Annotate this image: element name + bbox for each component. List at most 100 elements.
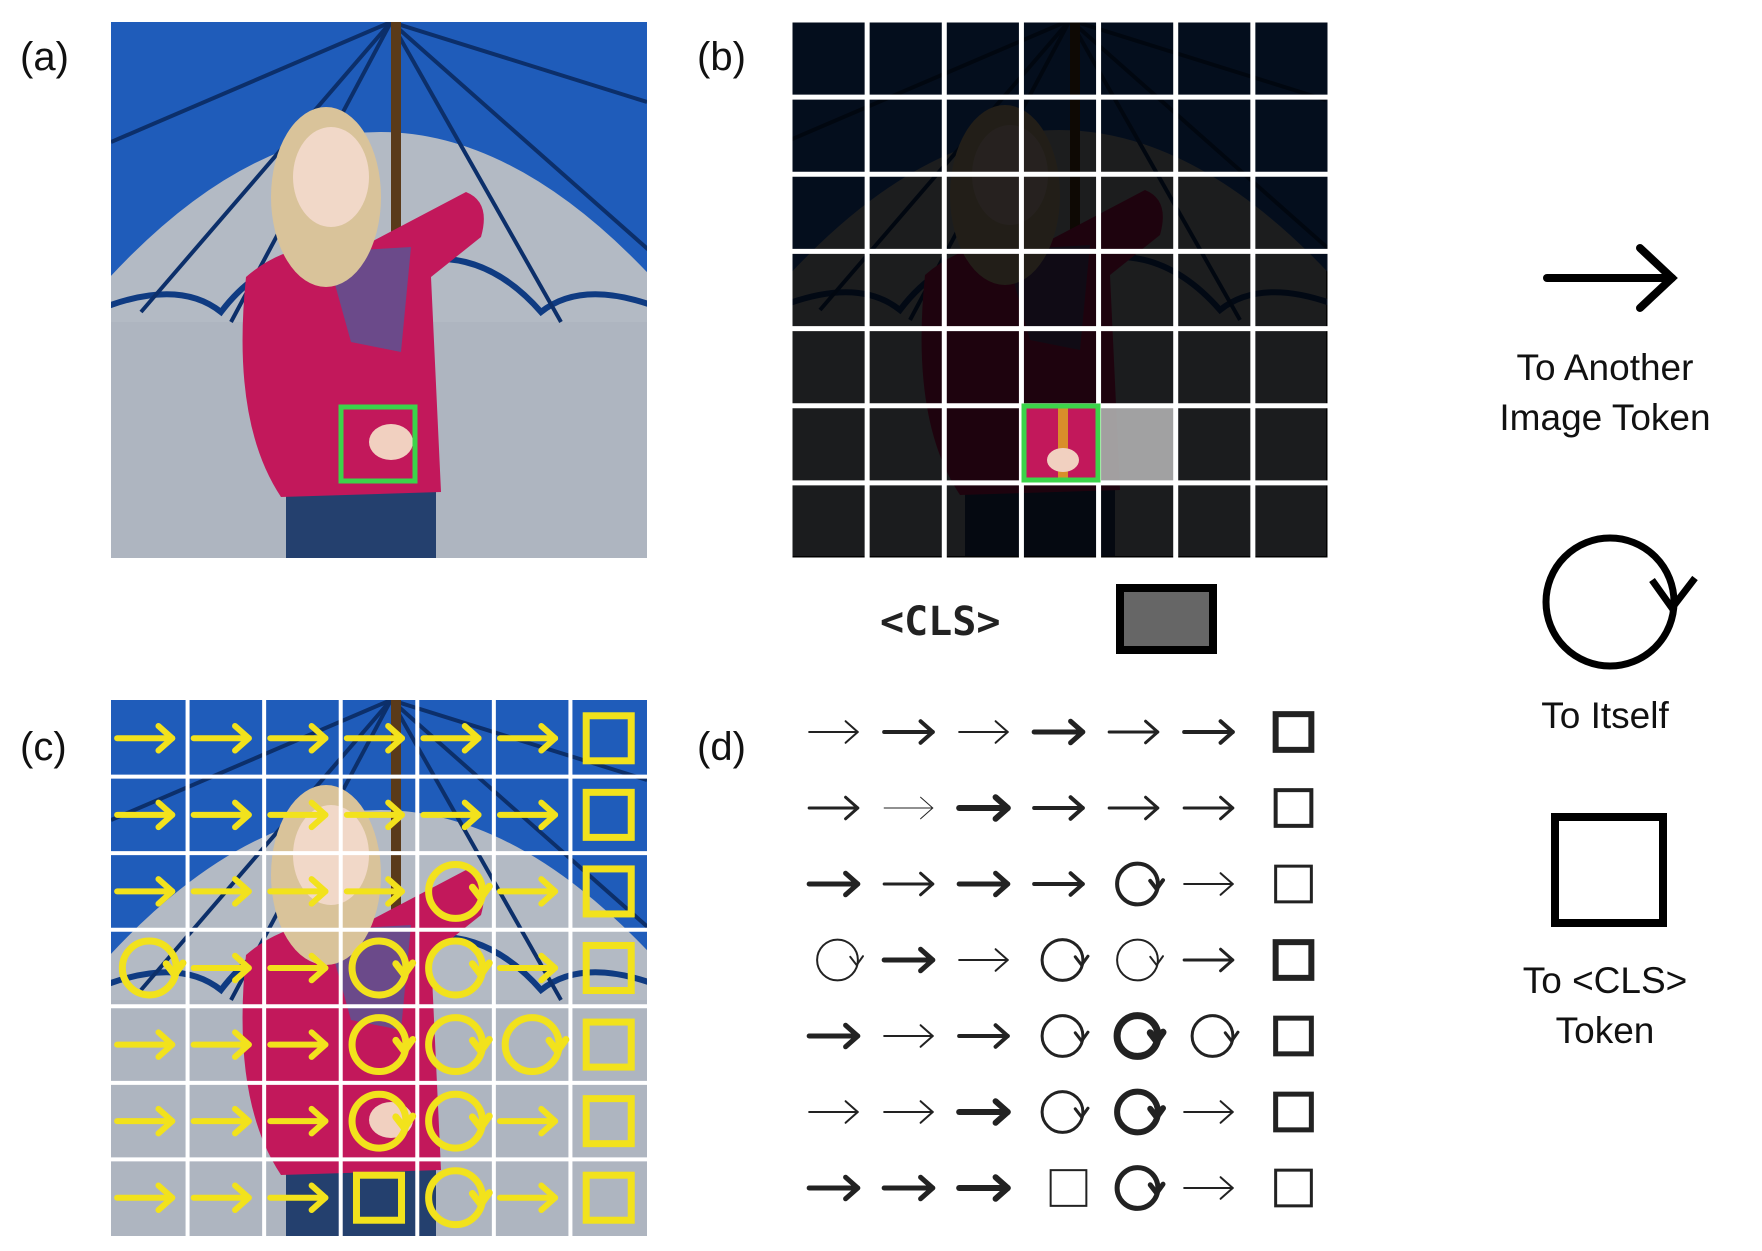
cls-token-label: <CLS> <box>880 599 1000 645</box>
right-arrow-icon <box>343 799 405 831</box>
right-arrow-icon <box>267 723 329 754</box>
circular-arrow-icon <box>1040 1090 1090 1134</box>
right-arrow-icon <box>956 794 1011 822</box>
right-arrow-icon <box>1183 1100 1234 1124</box>
right-arrow-icon <box>807 795 860 821</box>
circular-arrow-icon <box>1040 938 1090 982</box>
right-arrow-icon <box>267 1182 329 1213</box>
panel-b-highlight-box <box>1021 403 1101 483</box>
right-arrow-icon <box>190 723 252 754</box>
legend: To Another Image Token To Itself To <CLS… <box>1499 244 1711 1051</box>
circular-arrow-icon <box>425 937 493 999</box>
panel-a-highlight-box <box>338 404 418 484</box>
circular-arrow-icon <box>348 1090 417 1152</box>
right-arrow-icon <box>881 1174 936 1202</box>
circular-arrow-icon <box>501 1014 570 1076</box>
circular-arrow-icon <box>1114 1165 1166 1211</box>
square-icon <box>1272 711 1315 753</box>
panel-b-masked-grid <box>787 17 1333 563</box>
square-icon <box>582 941 635 995</box>
right-arrow-icon <box>267 1029 329 1060</box>
square-icon <box>582 1171 635 1224</box>
right-arrow-icon <box>882 719 935 745</box>
circular-arrow-icon <box>1542 534 1698 670</box>
legend-arrow-line2: Image Token <box>1499 397 1710 438</box>
circular-arrow-icon <box>348 1014 417 1076</box>
right-arrow-icon <box>343 876 405 907</box>
right-arrow-icon <box>1183 1176 1234 1200</box>
panel-a-label: (a) <box>20 35 69 79</box>
circular-arrow-icon <box>1116 938 1164 982</box>
circular-arrow-icon <box>425 1014 493 1076</box>
right-arrow-icon <box>267 952 329 984</box>
right-arrow-icon <box>1182 719 1235 745</box>
right-arrow-icon <box>114 799 176 831</box>
square-icon <box>582 1095 635 1148</box>
right-arrow-icon <box>114 1182 176 1213</box>
right-arrow-icon <box>881 946 936 974</box>
right-arrow-icon <box>496 723 559 754</box>
right-arrow-icon <box>883 1100 934 1124</box>
right-arrow-icon <box>190 1029 252 1060</box>
square-icon <box>1049 1169 1088 1207</box>
right-arrow-icon <box>1032 871 1085 897</box>
right-arrow-icon <box>806 870 861 898</box>
right-arrow-icon <box>114 876 176 907</box>
right-arrow-icon <box>114 723 176 754</box>
right-arrow-icon <box>808 720 859 744</box>
right-arrow-icon <box>496 1182 559 1213</box>
right-arrow-icon <box>496 876 559 907</box>
right-arrow-icon <box>190 1105 252 1137</box>
circular-arrow-icon <box>1113 1012 1167 1060</box>
circular-arrow-icon <box>1040 1014 1090 1058</box>
right-arrow-icon <box>956 870 1011 898</box>
right-arrow-icon <box>343 723 405 754</box>
right-arrow-icon <box>496 952 559 984</box>
circular-arrow-icon <box>1115 861 1165 907</box>
square-icon <box>1272 939 1315 981</box>
square-icon <box>352 1171 406 1224</box>
panel-a-photo <box>71 12 691 558</box>
panel-d-label: (d) <box>697 725 746 769</box>
right-arrow-icon <box>806 1022 861 1050</box>
panel-c-attention-glyphs <box>114 712 635 1229</box>
circular-arrow-icon <box>1190 1014 1240 1058</box>
panel-c-label: (c) <box>20 725 67 769</box>
right-arrow-icon <box>1182 947 1235 973</box>
right-arrow-icon <box>958 720 1009 744</box>
square-icon <box>582 1018 635 1071</box>
right-arrow-icon <box>883 1024 934 1048</box>
right-arrow-icon <box>957 1023 1010 1049</box>
panel-b-label: (b) <box>697 35 746 79</box>
square-icon <box>1273 788 1314 828</box>
right-arrow-icon <box>882 871 935 897</box>
right-arrow-icon <box>114 1029 176 1060</box>
circular-arrow-icon <box>425 860 493 922</box>
right-arrow-icon <box>190 952 252 984</box>
square-icon <box>1551 813 1667 927</box>
right-arrow-icon <box>1031 718 1086 746</box>
circular-arrow-icon <box>816 938 864 982</box>
right-arrow-icon <box>958 948 1009 972</box>
circular-arrow-icon <box>348 937 417 999</box>
right-arrow-icon <box>808 1100 859 1124</box>
square-icon <box>582 712 635 765</box>
right-arrow-icon <box>956 1098 1011 1126</box>
legend-cls-line1: To <CLS> <box>1523 960 1688 1001</box>
right-arrow-icon <box>496 799 559 831</box>
right-arrow-icon <box>114 1105 176 1137</box>
right-arrow-icon <box>267 1105 329 1137</box>
legend-cls-line2: Token <box>1556 1010 1655 1051</box>
right-arrow-icon <box>496 1105 559 1137</box>
right-arrow-icon <box>420 799 482 831</box>
right-arrow-icon <box>1107 719 1160 745</box>
right-arrow-icon <box>1107 795 1160 821</box>
circular-arrow-icon <box>425 1167 493 1229</box>
right-arrow-icon <box>267 799 329 831</box>
right-arrow-icon <box>1182 795 1235 821</box>
circular-arrow-icon <box>118 937 187 999</box>
right-arrow-icon <box>190 799 252 831</box>
panel-c-grid <box>111 700 647 1236</box>
circular-arrow-icon <box>1114 1088 1166 1136</box>
